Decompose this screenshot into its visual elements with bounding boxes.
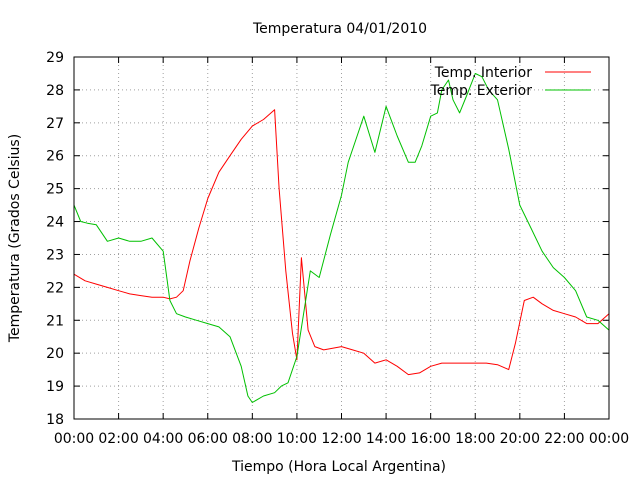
y-tick-label: 23 <box>46 247 64 263</box>
legend-label: Temp. Exterior <box>430 83 533 99</box>
y-tick-label: 20 <box>46 346 64 362</box>
y-tick-label: 27 <box>46 116 64 132</box>
legend-label: Temp. Interior <box>434 65 533 81</box>
y-tick-label: 25 <box>46 182 64 198</box>
x-axis-label: Tiempo (Hora Local Argentina) <box>231 459 446 475</box>
x-tick-label: 20:00 <box>500 431 540 447</box>
y-tick-label: 29 <box>46 50 64 66</box>
grid-layer <box>74 57 609 419</box>
chart-title: Temperatura 04/01/2010 <box>252 21 427 37</box>
x-tick-label: 02:00 <box>98 431 138 447</box>
legend: Temp. Interior Temp. Exterior <box>430 65 591 99</box>
y-tick-label: 24 <box>46 215 64 231</box>
x-tick-label: 10:00 <box>277 431 317 447</box>
x-tick-label: 16:00 <box>410 431 450 447</box>
y-tick-label: 19 <box>46 379 64 395</box>
x-tick-label: 06:00 <box>188 431 228 447</box>
series-line-exterior <box>73 73 610 403</box>
x-tick-label: 00:00 <box>589 431 629 447</box>
series-line-interior <box>73 109 610 376</box>
series-layer <box>73 73 610 403</box>
x-tick-label: 14:00 <box>366 431 406 447</box>
y-tick-label: 18 <box>46 412 64 428</box>
y-tick-label: 22 <box>46 280 64 296</box>
x-tick-label: 12:00 <box>321 431 361 447</box>
x-tick-label: 18:00 <box>455 431 495 447</box>
y-tick-label: 21 <box>46 313 64 329</box>
x-tick-label: 04:00 <box>143 431 183 447</box>
y-axis-label: Temperatura (Grados Celsius) <box>7 134 23 343</box>
x-tick-label: 08:00 <box>232 431 272 447</box>
y-tick-label: 26 <box>46 149 64 165</box>
x-tick-label: 00:00 <box>54 431 94 447</box>
x-tick-label: 22:00 <box>544 431 584 447</box>
y-tick-label: 28 <box>46 83 64 99</box>
